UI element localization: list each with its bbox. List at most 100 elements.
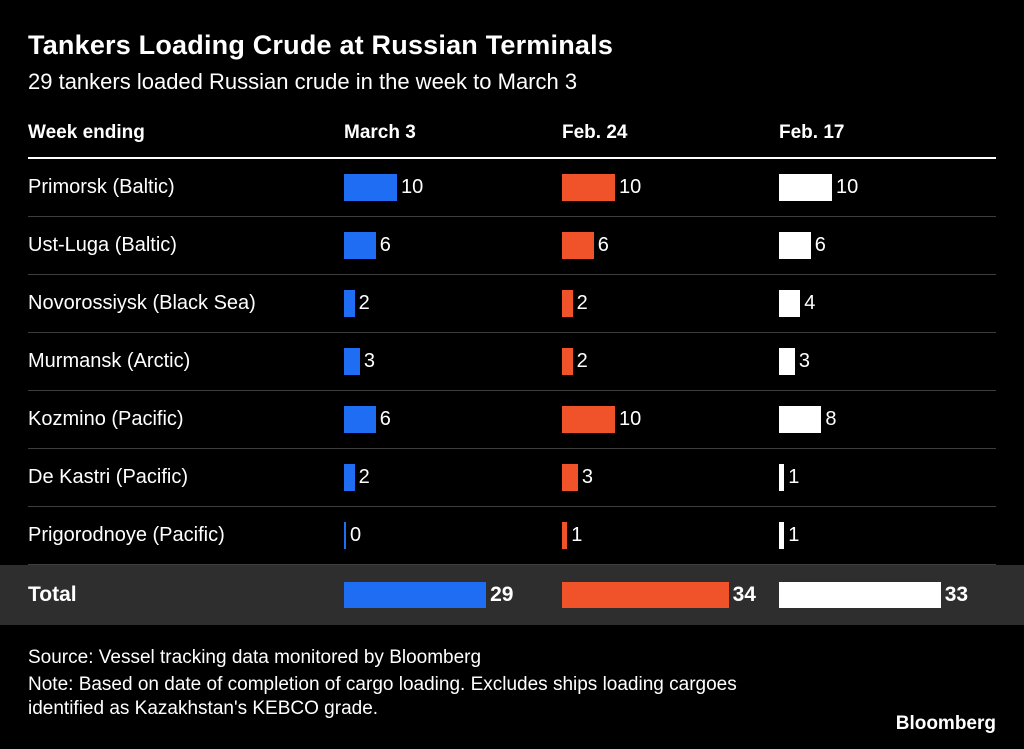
- chart-title: Tankers Loading Crude at Russian Termina…: [28, 30, 614, 60]
- terminal-label: De Kastri (Pacific): [28, 466, 189, 488]
- bar-value: 3: [581, 466, 594, 488]
- bar-value: 29: [490, 583, 514, 606]
- column-header-week-ending: Week ending: [28, 122, 145, 143]
- bar-cell: 29: [344, 582, 562, 608]
- bar-cell: 10: [562, 406, 779, 433]
- bar-cell: 34: [562, 582, 779, 608]
- terminal-label: Ust-Luga (Baltic): [28, 234, 177, 256]
- bar-value: 6: [814, 234, 826, 256]
- chart-rows: Primorsk (Baltic) 10 10 10 Ust-Luga (Baltic)…: [28, 159, 996, 565]
- table-header: Week ending March 3 Feb. 24 Feb. 17: [28, 109, 996, 159]
- terminal-label: Novorossiysk (Black Sea): [28, 292, 256, 314]
- bar: [779, 232, 811, 259]
- table-row: Ust-Luga (Baltic) 6 6 6: [28, 217, 996, 275]
- bar: [562, 464, 578, 491]
- total-label: Total: [28, 583, 77, 606]
- terminal-label: Murmansk (Arctic): [28, 350, 191, 372]
- table-row: Kozmino (Pacific) 6 10 8: [28, 391, 996, 449]
- bar-value: 33: [944, 583, 969, 606]
- bar-cell: 10: [562, 174, 779, 201]
- bar-value: 1: [788, 466, 800, 488]
- bar-cell: 3: [562, 464, 779, 491]
- bar-value: 6: [379, 234, 391, 256]
- column-header-feb-17: Feb. 17: [779, 122, 845, 143]
- table-row: De Kastri (Pacific) 2 3 1: [28, 449, 996, 507]
- bar-value: 10: [619, 176, 642, 198]
- bar-value: 2: [576, 292, 588, 314]
- bar-cell: 6: [779, 232, 996, 259]
- total-row: Total 29 34 33: [0, 565, 1024, 625]
- bar: [562, 582, 729, 608]
- bar: [562, 348, 573, 375]
- bar: [344, 464, 355, 491]
- bar-cell: 10: [779, 174, 996, 201]
- bar: [779, 582, 941, 608]
- bar: [344, 174, 397, 201]
- bar-value: 6: [379, 408, 391, 430]
- bar: [562, 174, 615, 201]
- bar-cell: 6: [344, 232, 562, 259]
- column-header-march-3: March 3: [344, 122, 416, 143]
- bar-value: 2: [358, 466, 370, 488]
- bar: [344, 290, 355, 317]
- bar-cell: 0: [344, 522, 562, 549]
- terminal-label: Primorsk (Baltic): [28, 176, 175, 198]
- bar: [562, 406, 615, 433]
- bar: [344, 348, 360, 375]
- bar-value: 3: [798, 350, 811, 372]
- bar: [779, 348, 795, 375]
- bar: [779, 174, 832, 201]
- bar-value: 10: [619, 408, 642, 430]
- bar-value: 3: [363, 350, 376, 372]
- bar: [344, 582, 487, 608]
- bar-cell: 33: [779, 582, 996, 608]
- bar-cell: 1: [779, 522, 996, 549]
- bar-value: 2: [358, 292, 370, 314]
- bar-value: 34: [732, 583, 756, 606]
- table-row: Primorsk (Baltic) 10 10 10: [28, 159, 996, 217]
- bar-value: 1: [788, 524, 800, 546]
- bloomberg-logo: Bloomberg: [895, 713, 996, 734]
- bar-value: 4: [804, 292, 816, 314]
- chart-subtitle: 29 tankers loaded Russian crude in the w…: [28, 69, 578, 94]
- bar-cell: 3: [344, 348, 562, 375]
- table-row: Murmansk (Arctic) 3 2 3: [28, 333, 996, 391]
- source-text: Source: Vessel tracking data monitored b…: [28, 647, 482, 668]
- bar: [779, 522, 785, 549]
- bar: [344, 232, 376, 259]
- bar-cell: 1: [779, 464, 996, 491]
- bar-cell: 2: [562, 290, 779, 317]
- bar: [344, 522, 346, 549]
- bar-cell: 4: [779, 290, 996, 317]
- bar-value: 1: [571, 524, 583, 546]
- terminal-label: Kozmino (Pacific): [28, 408, 184, 430]
- bar-value: 0: [350, 524, 362, 546]
- bar-cell: 2: [344, 290, 562, 317]
- note-text: Note: Based on date of completion of car…: [28, 674, 737, 719]
- bar-value: 2: [576, 350, 588, 372]
- bar-value: 10: [401, 176, 424, 198]
- bar-value: 8: [825, 408, 837, 430]
- bar: [562, 232, 594, 259]
- bar-cell: 2: [562, 348, 779, 375]
- bar-cell: 2: [344, 464, 562, 491]
- terminal-label: Prigorodnoye (Pacific): [28, 524, 225, 546]
- bar-cell: 8: [779, 406, 996, 433]
- bar: [344, 406, 376, 433]
- bar-value: 10: [836, 176, 859, 198]
- table-row: Prigorodnoye (Pacific) 0 1 1: [28, 507, 996, 565]
- bar: [779, 290, 801, 317]
- bar: [562, 522, 568, 549]
- table-row: Novorossiysk (Black Sea) 2 2 4: [28, 275, 996, 333]
- bar-cell: 3: [779, 348, 996, 375]
- bar: [779, 464, 785, 491]
- bar-cell: 1: [562, 522, 779, 549]
- bar: [779, 406, 822, 433]
- bar-cell: 6: [562, 232, 779, 259]
- column-header-feb-24: Feb. 24: [562, 122, 628, 143]
- bar-cell: 6: [344, 406, 562, 433]
- bar-cell: 10: [344, 174, 562, 201]
- bar: [562, 290, 573, 317]
- bar-value: 6: [597, 234, 609, 256]
